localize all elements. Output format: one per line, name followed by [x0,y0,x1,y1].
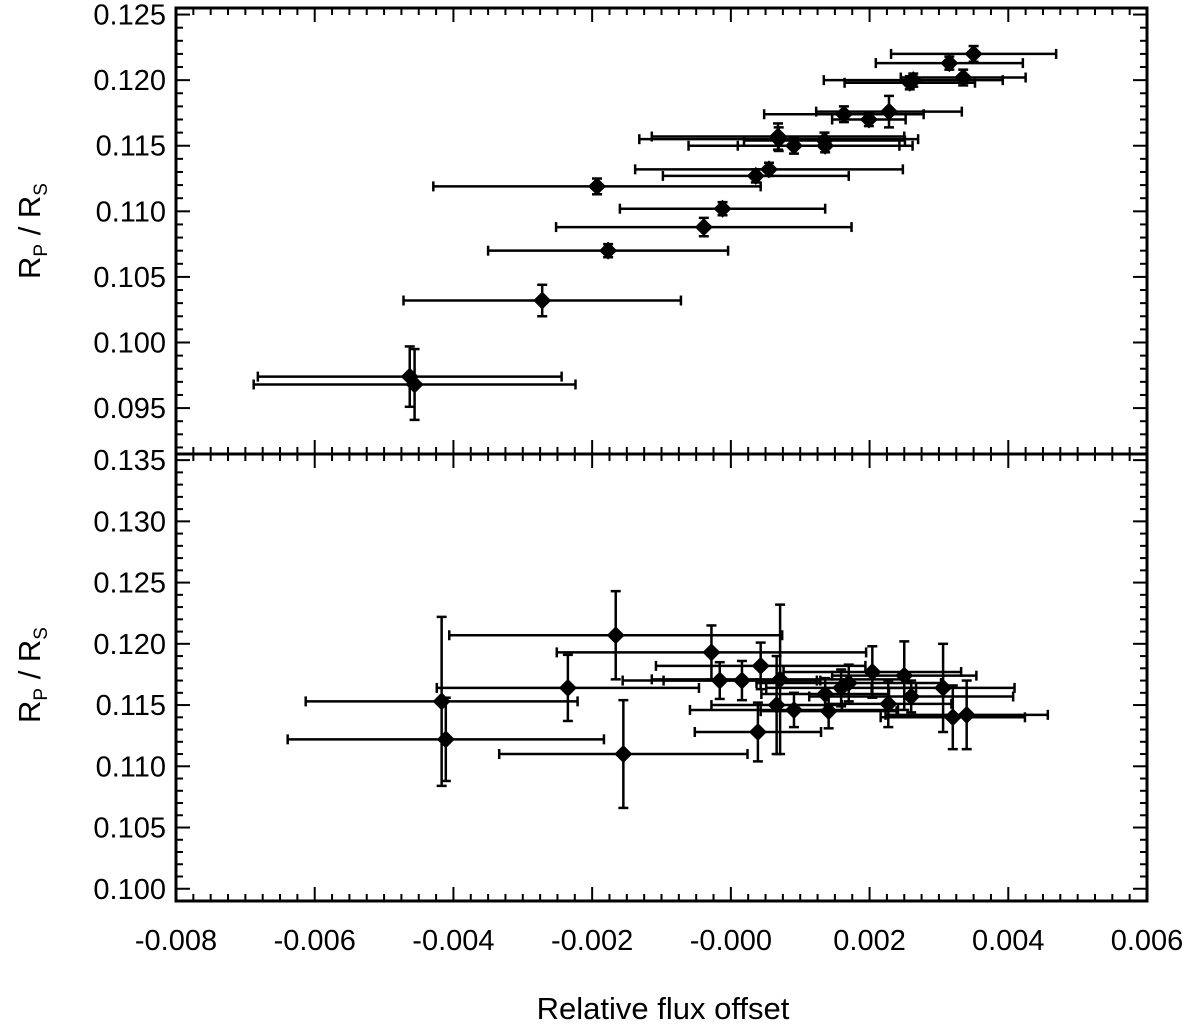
top-data-point [402,283,683,318]
top-y-tick-label: 0.120 [93,65,166,97]
y-axis-title-top-sep: / [12,218,47,244]
diamond-marker [405,375,424,394]
diamond-marker [558,678,577,697]
y-axis-title-bottom-r: R [12,701,47,723]
top-y-tick-label: 0.115 [96,131,166,163]
bottom-panel: 0.100 0.105 0.110 0.115 0.120 0.125 0.130 0.135… [93,445,1183,957]
x-tick-label: 0.004 [972,925,1045,957]
bottom-data-point [448,589,784,681]
bottom-data-point [286,696,606,783]
bottom-y-tick-label: 0.130 [93,506,166,538]
x-axis-title: Relative flux offset [537,991,790,1024]
x-tick-label: -0.002 [551,925,633,957]
diamond-marker [954,68,973,87]
top-data-point [486,241,730,260]
bottom-data-point [879,684,1027,751]
diamond-marker [879,102,898,121]
y-axis-title-top: RP / RS [12,183,52,279]
diamond-marker [533,291,552,310]
bottom-data-point [693,701,823,763]
top-data-point [252,347,577,422]
bottom-y-tick-label: 0.105 [93,813,166,845]
top-panel: 0.095 0.100 0.105 0.110 0.115 0.120 0.125 [93,0,1149,456]
diamond-marker [713,199,732,218]
top-data-point [889,44,1058,64]
diamond-marker [940,54,959,73]
y-axis-title-top-r2: R [12,196,47,218]
diamond-marker [769,127,788,146]
top-y-tick-label: 0.105 [93,262,166,294]
diamond-marker [964,44,983,63]
diamond-marker [694,218,713,237]
top-plot-frame [174,6,1149,456]
y-axis-title-bottom-sub-p: P [31,688,52,701]
y-axis-title-bottom: RP / RS [12,627,52,723]
bottom-data-point [497,698,749,810]
top-y-tick-label: 0.100 [93,328,166,360]
bottom-y-tick-label: 0.110 [96,751,166,783]
top-data-point [830,110,907,129]
diamond-marker [587,177,606,196]
x-tick-label: -0.006 [274,925,356,957]
diamond-marker [902,687,921,706]
diamond-marker [957,705,976,724]
bottom-data-point [807,679,1015,714]
diamond-marker [751,656,770,675]
diamond-marker [748,722,767,741]
top-data-point [432,177,762,196]
bottom-y-tick-label: 0.115 [96,690,166,722]
top-data-point [899,68,1027,87]
top-y-tick-label: 0.095 [93,393,166,425]
diamond-marker [904,71,923,90]
top-data-point [814,94,964,129]
diamond-marker [702,643,721,662]
top-data-point [618,199,827,218]
top-data-point [874,54,1025,73]
bottom-data-point [435,653,701,723]
y-axis-title-top-sub-s: S [31,183,52,196]
x-tick-label: 0.002 [833,925,906,957]
top-data-point [650,122,906,151]
bottom-data-point [870,642,1016,734]
x-tick-label: -0.008 [135,925,217,957]
top-data-point [661,166,851,185]
diamond-marker [432,692,451,711]
bottom-data-point [884,679,1050,751]
bottom-y-tick-label: 0.125 [93,568,166,600]
x-tick-label: -0.000 [690,925,772,957]
bottom-plot-frame [174,452,1149,903]
diamond-marker [606,626,625,645]
top-y-tick-label: 0.110 [96,196,166,228]
top-y-tick-label: 0.125 [93,0,166,32]
diamond-marker [859,110,878,129]
diamond-marker [614,745,633,764]
top-data-point [256,345,563,409]
y-axis-title-top-sub-p: P [31,244,52,257]
bottom-data-point [555,624,868,681]
diamond-marker [943,708,962,727]
x-tick-label: -0.004 [412,925,494,957]
diamond-marker [934,678,953,697]
y-axis-title-top-r: R [12,257,47,279]
diamond-marker [760,160,779,179]
x-tick-label: 0.006 [1111,925,1184,957]
top-data-point [554,216,853,238]
diamond-marker [879,694,898,713]
bottom-y-tick-label: 0.120 [93,629,166,661]
y-axis-title-bottom-sep: / [12,662,47,688]
diamond-marker [746,166,765,185]
diamond-marker [599,241,618,260]
bottom-data-point [304,615,579,788]
bottom-y-tick-label: 0.100 [93,874,166,906]
diamond-marker [839,674,858,693]
y-axis-title-bottom-sub-s: S [31,627,52,640]
y-axis-title-bottom-r2: R [12,640,47,662]
diamond-marker [436,730,455,749]
bottom-y-tick-label: 0.135 [93,445,166,477]
